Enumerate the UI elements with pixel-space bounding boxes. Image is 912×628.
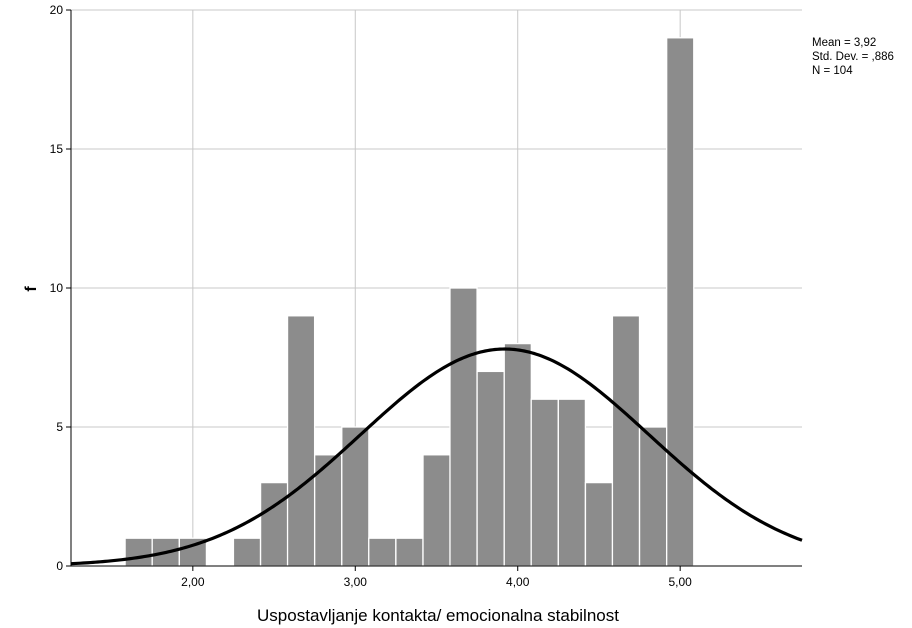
stat-n: N = 104 [812, 65, 853, 77]
histogram-bar-7 [286, 315, 316, 567]
histogram-bar-13 [449, 287, 478, 567]
x-tick-label-2: 2,00 [181, 575, 205, 589]
y-axis-label: f [23, 286, 40, 292]
histogram-bar-1 [124, 537, 153, 567]
histogram-bar-16 [530, 398, 559, 567]
stat-std-dev: Std. Dev. = ,886 [812, 51, 894, 63]
histogram-bar-15 [503, 342, 532, 567]
histogram-bar-12 [422, 454, 451, 567]
histogram-bar-18 [584, 481, 614, 567]
x-tick-labels: 2,00 3,00 4,00 5,00 [181, 575, 692, 589]
normal-curve [70, 347, 803, 566]
histogram-bar-5 [232, 537, 262, 567]
y-tick-labels: 0 5 10 15 20 [50, 3, 64, 573]
histogram-bar-11 [395, 537, 424, 567]
histogram-bars [124, 37, 695, 567]
y-tick-label-0: 0 [56, 559, 63, 573]
histogram-bar-17 [557, 398, 587, 567]
y-tick-label-15: 15 [50, 142, 64, 156]
histogram-bar-14 [476, 370, 505, 567]
histogram-bar-10 [368, 537, 397, 567]
histogram-bar-21 [666, 37, 695, 567]
histogram-bar-19 [611, 315, 641, 567]
y-tick-label-5: 5 [56, 420, 63, 434]
y-tick-label-10: 10 [50, 281, 64, 295]
x-tick-label-4: 4,00 [506, 575, 530, 589]
y-tick-label-20: 20 [50, 3, 64, 17]
axes [66, 9, 802, 571]
stat-mean: Mean = 3,92 [812, 37, 876, 49]
x-tick-label-5: 5,00 [668, 575, 692, 589]
x-tick-label-3: 3,00 [344, 575, 368, 589]
x-axis-label: Uspostavljanje kontakta/ emocionalna sta… [257, 606, 619, 625]
histogram-bar-6 [259, 481, 289, 567]
histogram-bar-9 [341, 426, 370, 567]
